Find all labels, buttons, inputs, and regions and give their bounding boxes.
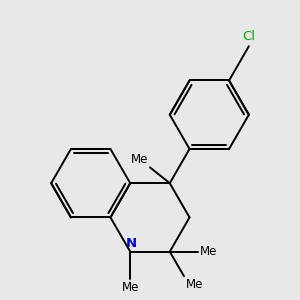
Text: Me: Me: [186, 278, 203, 291]
Text: N: N: [125, 238, 136, 250]
Text: Cl: Cl: [242, 30, 255, 43]
Text: Me: Me: [122, 281, 139, 294]
Text: Me: Me: [200, 245, 218, 258]
Text: Me: Me: [130, 153, 148, 166]
